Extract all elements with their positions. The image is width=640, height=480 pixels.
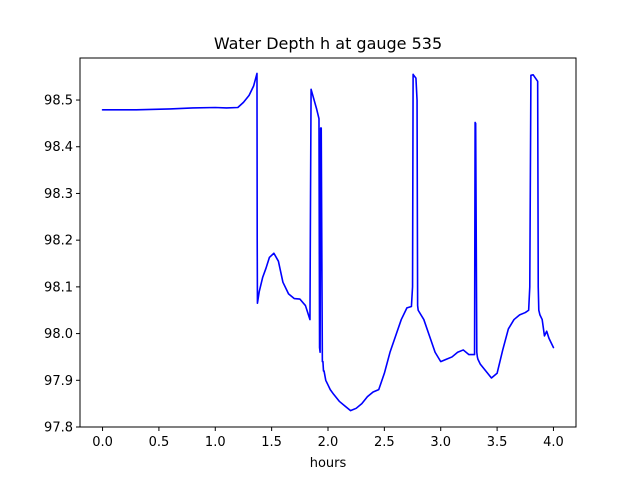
x-tick-label: 1.5	[261, 435, 282, 450]
y-tick-label: 98.1	[44, 280, 73, 295]
y-tick-label: 97.9	[44, 374, 73, 389]
plot-area	[101, 72, 555, 412]
x-tick-label: 2.0	[318, 435, 339, 450]
plot-frame	[79, 57, 577, 428]
chart-title: Water Depth h at gauge 535	[214, 34, 442, 53]
x-tick-label: 1.0	[205, 435, 226, 450]
x-axis-label: hours	[310, 456, 347, 471]
x-axis: 0.0 0.5 1.0 1.5 2.0 2.5 3.0 3.5 4.0	[92, 427, 564, 450]
x-tick-label: 4.0	[543, 435, 564, 450]
y-tick-label: 97.8	[44, 421, 73, 436]
series-line-0	[101, 72, 555, 412]
x-tick-label: 0.0	[92, 435, 113, 450]
y-tick-label: 98.0	[44, 327, 73, 342]
x-tick-label: 0.5	[149, 435, 170, 450]
x-tick-label: 3.5	[487, 435, 508, 450]
y-tick-label: 98.4	[44, 140, 73, 155]
y-tick-label: 98.3	[44, 187, 73, 202]
y-tick-label: 98.2	[44, 234, 73, 249]
x-tick-label: 3.0	[430, 435, 451, 450]
y-axis: 97.8 97.9 98.0 98.1 98.2 98.3 98.4 98.5	[44, 94, 80, 436]
y-tick-label: 98.5	[44, 94, 73, 109]
x-tick-label: 2.5	[374, 435, 395, 450]
